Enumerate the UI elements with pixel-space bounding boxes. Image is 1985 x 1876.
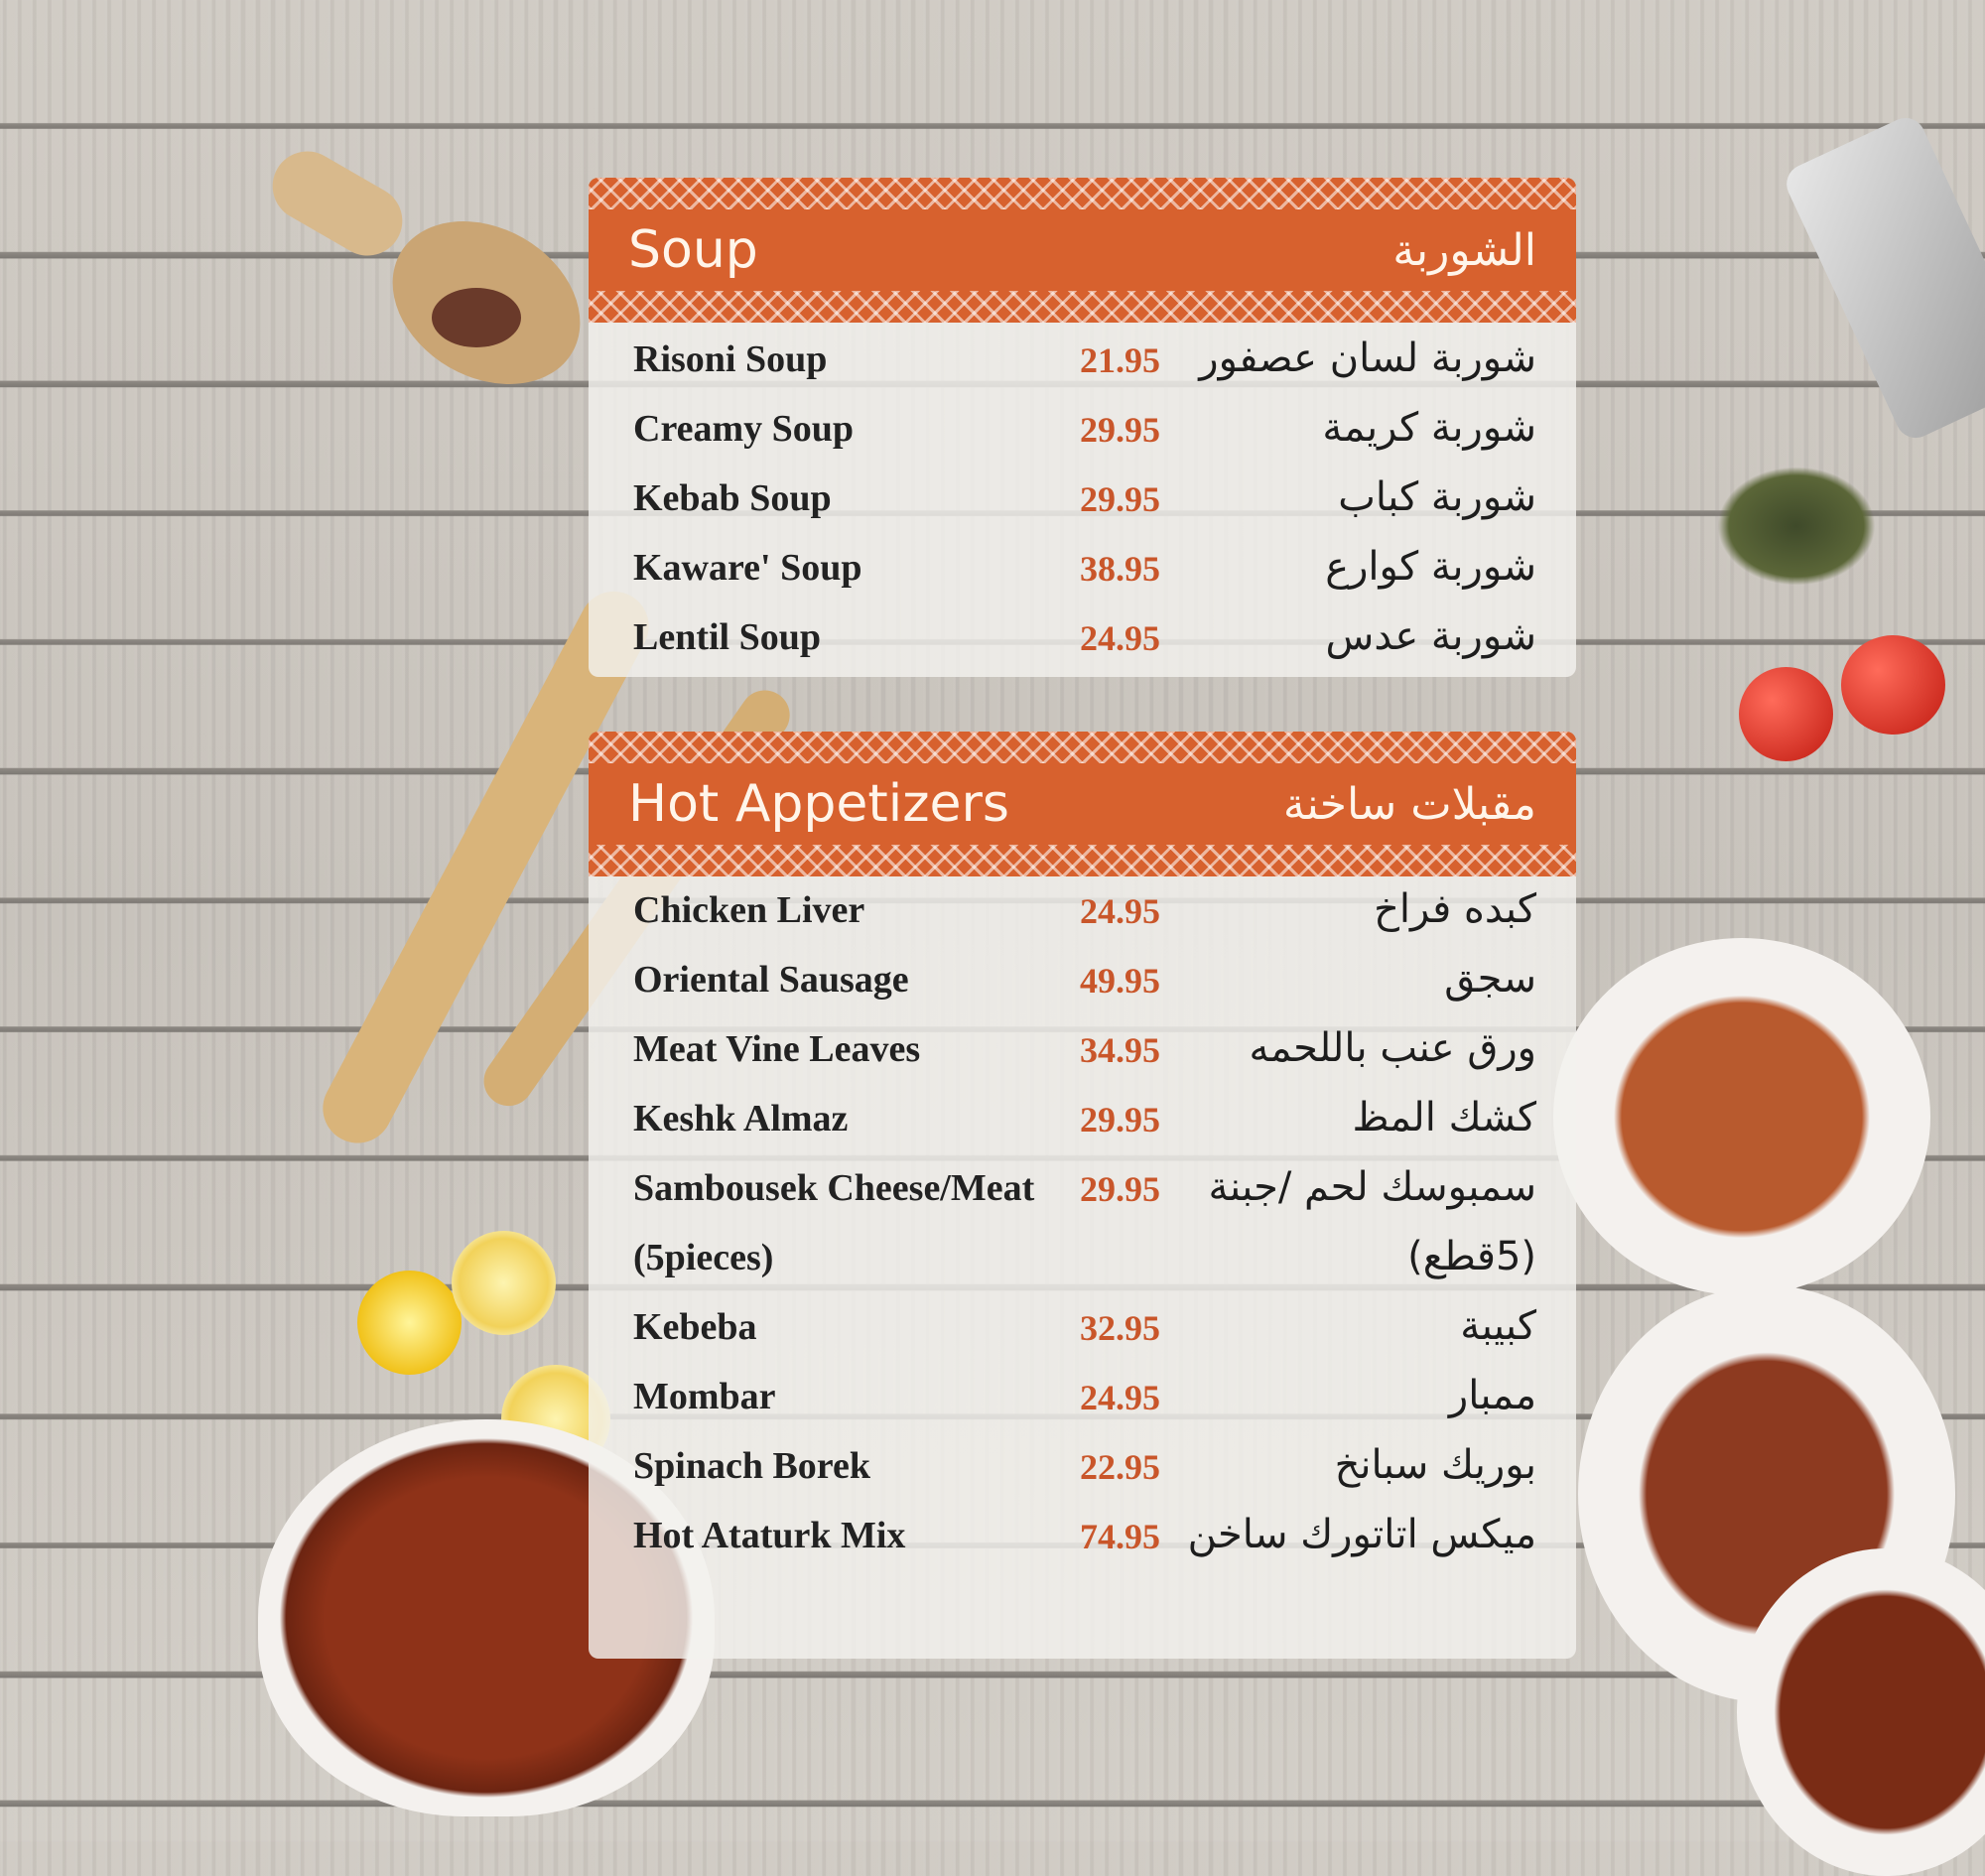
menu-item: Creamy Soup 29.95 شوربة كريمة <box>589 395 1576 465</box>
item-name-en: Lentil Soup <box>633 616 822 658</box>
item-price: 24.95 <box>1080 618 1160 658</box>
header-pattern <box>589 178 1576 209</box>
item-name-en: Meat Vine Leaves <box>633 1028 921 1070</box>
item-name-en: Mombar <box>633 1376 776 1417</box>
item-name-ar: سجق <box>1444 956 1536 1002</box>
kibbeh-dish-image <box>1553 938 1930 1295</box>
item-price: 29.95 <box>1080 1100 1160 1139</box>
item-name-en: Keshk Almaz <box>633 1098 849 1139</box>
item-price: 24.95 <box>1080 891 1160 931</box>
menu-item: Meat Vine Leaves 34.95 ورق عنب باللحمه <box>589 1015 1576 1085</box>
header-pattern <box>589 291 1576 323</box>
menu-item: Kaware' Soup 38.95 شوربة كوارع <box>589 534 1576 603</box>
item-name-en: Oriental Sausage <box>633 959 909 1001</box>
item-name-ar: ميكس اتاتورك ساخن <box>1187 1512 1536 1557</box>
item-name-ar: سمبوسك لحم /جبنة <box>1208 1164 1536 1210</box>
item-name-ar: شوربة لسان عصفور <box>1199 335 1536 381</box>
item-name-en: Hot Ataturk Mix <box>633 1515 906 1556</box>
item-name-en: Kebeba <box>633 1306 757 1348</box>
menu-item: Kebeba 32.95 كبيبة <box>589 1293 1576 1363</box>
item-price: 38.95 <box>1080 549 1160 589</box>
item-price: 34.95 <box>1080 1030 1160 1070</box>
lemon-icon <box>357 1271 462 1375</box>
lemon-slice-icon <box>452 1231 556 1335</box>
menu-item: (5pieces) (5قطع) <box>589 1224 1576 1293</box>
menu-item: Oriental Sausage 49.95 سجق <box>589 946 1576 1015</box>
section-title-en: Hot Appetizers <box>628 774 1010 834</box>
item-name-ar: ورق عنب باللحمه <box>1249 1025 1536 1071</box>
menu-item: Kebab Soup 29.95 شوربة كباب <box>589 465 1576 534</box>
tomato-icon <box>1739 667 1833 761</box>
item-name-ar: (5قطع) <box>1407 1234 1536 1279</box>
item-name-en: Chicken Liver <box>633 889 865 931</box>
item-price: 24.95 <box>1080 1378 1160 1417</box>
tomato-icon <box>1841 635 1945 735</box>
item-name-ar: كبيبة <box>1460 1303 1536 1349</box>
item-name-en: Kebab Soup <box>633 477 832 519</box>
item-price: 74.95 <box>1080 1517 1160 1556</box>
item-price: 29.95 <box>1080 410 1160 450</box>
menu-item: Spinach Borek 22.95 بوريك سبانخ <box>589 1432 1576 1502</box>
item-name-en: (5pieces) <box>633 1237 774 1278</box>
herbs-image <box>1717 467 1876 586</box>
header-pattern <box>589 845 1576 876</box>
item-name-en: Kaware' Soup <box>633 547 862 589</box>
item-name-ar: شوربة كريمة <box>1322 405 1536 451</box>
item-price: 32.95 <box>1080 1308 1160 1348</box>
item-name-ar: كشك المظ <box>1352 1095 1536 1140</box>
item-price: 29.95 <box>1080 1169 1160 1209</box>
menu-item: Sambousek Cheese/Meat 29.95 سمبوسك لحم /جب… <box>589 1154 1576 1224</box>
section-title-en: Soup <box>628 220 758 280</box>
item-price: 49.95 <box>1080 961 1160 1001</box>
item-price: 21.95 <box>1080 340 1160 380</box>
menu-item: Risoni Soup 21.95 شوربة لسان عصفور <box>589 326 1576 395</box>
item-name-en: Creamy Soup <box>633 408 855 450</box>
item-name-ar: ممبار <box>1448 1373 1536 1418</box>
item-price: 29.95 <box>1080 479 1160 519</box>
item-name-ar: بوريك سبانخ <box>1334 1442 1536 1488</box>
item-name-en: Risoni Soup <box>633 338 828 380</box>
menu-item: Hot Ataturk Mix 74.95 ميكس اتاتورك ساخن <box>589 1502 1576 1571</box>
item-price: 22.95 <box>1080 1447 1160 1487</box>
menu-section-hot-appetizers: Hot Appetizers مقبلات ساخنة Chicken Live… <box>589 732 1576 1659</box>
menu-item: Mombar 24.95 ممبار <box>589 1363 1576 1432</box>
item-name-en: Spinach Borek <box>633 1445 870 1487</box>
menu-item: Keshk Almaz 29.95 كشك المظ <box>589 1085 1576 1154</box>
item-name-ar: شوربة كوارع <box>1325 544 1536 590</box>
header-pattern <box>589 732 1576 763</box>
section-header: Soup الشوربة <box>589 178 1576 323</box>
menu-item: Chicken Liver 24.95 كبده فراخ <box>589 876 1576 946</box>
stew-dish-image <box>1737 1548 1985 1876</box>
section-header: Hot Appetizers مقبلات ساخنة <box>589 732 1576 876</box>
section-title-ar: مقبلات ساخنة <box>1282 778 1536 830</box>
menu-section-soup: Soup الشوربة Risoni Soup 21.95 شوربة لسان … <box>589 178 1576 677</box>
salt-shaker-image <box>1780 111 1985 445</box>
item-name-ar: شوربة عدس <box>1325 613 1536 659</box>
item-name-ar: كبده فراخ <box>1374 886 1536 932</box>
menu-item: Lentil Soup 24.95 شوربة عدس <box>589 603 1576 673</box>
section-title-ar: الشوربة <box>1392 224 1536 276</box>
wooden-scoop-image <box>259 138 610 427</box>
item-name-ar: شوربة كباب <box>1338 474 1536 520</box>
item-name-en: Sambousek Cheese/Meat <box>633 1167 1035 1209</box>
